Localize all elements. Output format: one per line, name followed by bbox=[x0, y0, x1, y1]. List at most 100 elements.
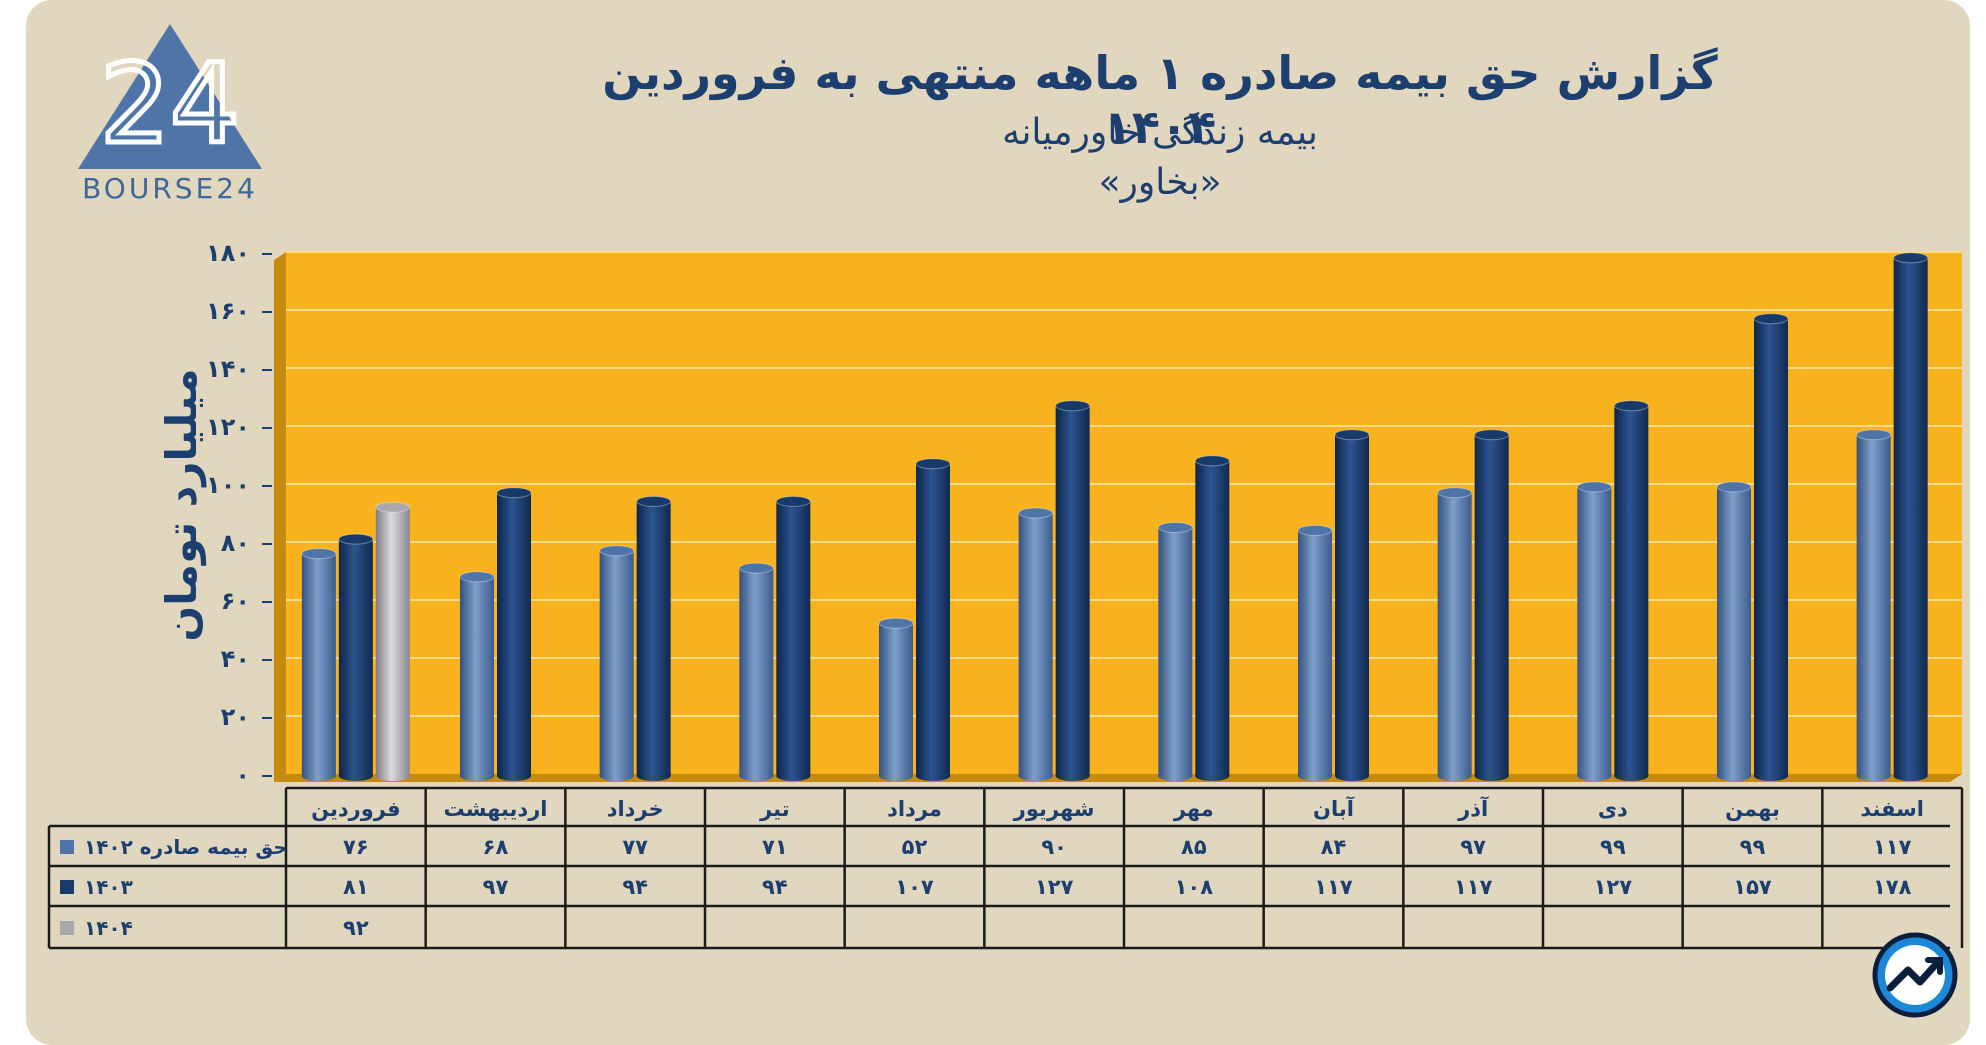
plot-area bbox=[274, 252, 1962, 782]
bar-base bbox=[636, 771, 671, 781]
bar-cap bbox=[1474, 429, 1510, 441]
bar-base bbox=[1195, 771, 1230, 781]
bar-cap bbox=[301, 548, 337, 560]
bar-cap bbox=[738, 562, 774, 574]
data-label: ۱۱۷ bbox=[1873, 835, 1912, 859]
bar-base bbox=[497, 771, 531, 781]
bar-base bbox=[1335, 771, 1369, 781]
data-label: ۷۱ bbox=[762, 835, 788, 859]
bar-cap bbox=[459, 571, 495, 583]
bar-base bbox=[1474, 771, 1509, 781]
legend-swatch bbox=[60, 921, 74, 935]
bar-base bbox=[1754, 771, 1788, 781]
bars bbox=[301, 252, 1929, 781]
bar-body bbox=[879, 623, 913, 776]
bar-base bbox=[338, 771, 373, 781]
bar-body bbox=[636, 501, 671, 776]
bar-body bbox=[599, 550, 634, 776]
bar-body bbox=[497, 492, 531, 776]
bar-base bbox=[879, 771, 913, 781]
bar bbox=[375, 501, 411, 781]
bar-cap bbox=[1576, 481, 1612, 493]
data-label: ۹۹ bbox=[1740, 835, 1766, 859]
bar-body bbox=[1717, 486, 1751, 776]
data-table: فروردین اردیبهشت خرداد تیر مرداد شهریور مهر آبا… bbox=[47, 786, 1964, 950]
bar-body bbox=[1298, 530, 1332, 776]
logo-glyph: 24 bbox=[100, 40, 240, 168]
bar-base bbox=[1158, 771, 1193, 781]
category-label: آبان bbox=[1313, 796, 1355, 821]
bar-base bbox=[301, 771, 336, 781]
chart-subtitle: بیمه زندگی خاورمیانه bbox=[1002, 112, 1318, 153]
y-tick-label: ۸۰ bbox=[221, 529, 250, 557]
bar-body bbox=[776, 501, 811, 776]
bar-base bbox=[1298, 771, 1332, 781]
bar bbox=[1753, 313, 1789, 781]
gridlines bbox=[286, 251, 1962, 717]
data-label: ۹۰ bbox=[1041, 835, 1067, 859]
legend-label: ۱۴۰۴ bbox=[84, 916, 133, 940]
logo-triangle bbox=[78, 24, 262, 169]
bar-base bbox=[1577, 771, 1612, 781]
data-label: ۹۲ bbox=[343, 916, 369, 940]
category-label: خرداد bbox=[607, 797, 664, 821]
bar-body bbox=[460, 576, 494, 776]
bar-body bbox=[1893, 257, 1928, 776]
bar bbox=[1716, 481, 1752, 781]
data-label: ۹۹ bbox=[1600, 835, 1626, 859]
bar-body bbox=[739, 568, 774, 776]
bar bbox=[1474, 429, 1510, 781]
bar-cap bbox=[375, 501, 411, 513]
data-label: ۶۸ bbox=[483, 835, 509, 859]
data-label: ۸۱ bbox=[343, 875, 369, 899]
bar-cap bbox=[775, 495, 811, 507]
category-label: فروردین bbox=[311, 797, 401, 821]
data-label: ۷۷ bbox=[622, 835, 648, 859]
bar-cap bbox=[338, 533, 374, 545]
bar-cap bbox=[1297, 524, 1333, 536]
bar-body bbox=[375, 507, 410, 776]
bar-body bbox=[1754, 318, 1788, 776]
y-tick-label: ۴۰ bbox=[221, 645, 250, 673]
bar-cap bbox=[1157, 522, 1193, 533]
bar-body bbox=[1055, 405, 1090, 776]
category-label: آذر bbox=[1457, 796, 1489, 821]
bar bbox=[1576, 481, 1612, 781]
chart-ticker: «بخاور» bbox=[1098, 162, 1222, 203]
bourse24-logo: 24 bbox=[78, 24, 262, 171]
bar-cap bbox=[1334, 429, 1370, 441]
bar bbox=[1055, 400, 1091, 781]
bar-base bbox=[1717, 771, 1751, 781]
y-tick-label: ۰ bbox=[235, 761, 250, 789]
y-tick-label: ۱۲۰ bbox=[206, 413, 250, 441]
data-label: ۱۱۷ bbox=[1314, 875, 1353, 899]
legend-label: ۱۴۰۳ bbox=[84, 875, 133, 899]
category-label: مهر bbox=[1173, 797, 1214, 821]
data-label: ۱۷۸ bbox=[1873, 875, 1912, 899]
category-label: اردیبهشت bbox=[444, 797, 548, 821]
bar-cap bbox=[1437, 487, 1473, 499]
bar bbox=[878, 617, 914, 781]
bar-body bbox=[1158, 527, 1193, 776]
bar-base bbox=[776, 771, 811, 781]
bar-base bbox=[1614, 771, 1649, 781]
bar-body bbox=[338, 539, 373, 776]
logo-wordmark: BOURSE24 bbox=[82, 172, 258, 205]
y-tick-label: ۲۰ bbox=[221, 703, 250, 731]
y-tick-label: ۱۴۰ bbox=[206, 355, 250, 383]
bar-cap bbox=[878, 617, 914, 629]
bar-body bbox=[1195, 460, 1230, 776]
bar-base bbox=[599, 771, 634, 781]
bar-base bbox=[1055, 771, 1090, 781]
y-tick-label: ۱۰۰ bbox=[206, 471, 250, 499]
bar bbox=[775, 495, 811, 781]
bar-base bbox=[460, 771, 494, 781]
data-label: ۱۵۷ bbox=[1733, 875, 1772, 899]
bar bbox=[1018, 507, 1054, 781]
legend-swatch bbox=[60, 880, 74, 894]
bar-body bbox=[301, 553, 336, 776]
bar-cap bbox=[1856, 429, 1892, 441]
y-axis-label: میلیارد تومان bbox=[157, 368, 207, 641]
bar-base bbox=[1856, 771, 1891, 781]
